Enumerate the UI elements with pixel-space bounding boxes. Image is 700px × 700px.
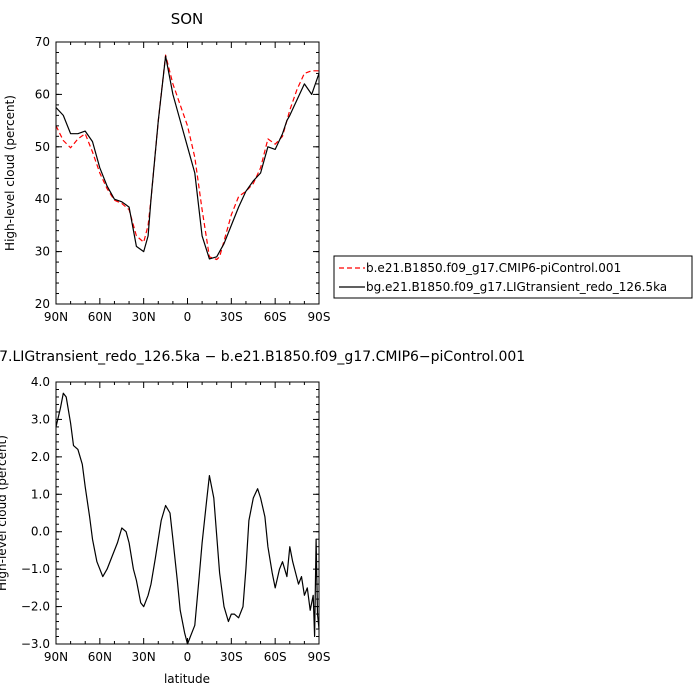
bottom-series-layer <box>55 392 320 645</box>
legend: b.e21.B1850.f09_g17.CMIP6-piControl.001 … <box>333 255 693 299</box>
bottom-x-tick-label: 0 <box>184 650 192 664</box>
top-x-tick-label: 30N <box>132 310 156 324</box>
bottom-x-tick-label: 60N <box>88 650 112 664</box>
top-chart-title: SON <box>171 10 204 28</box>
top-y-axis-label: High-level cloud (percent) <box>3 95 17 251</box>
top-plot-frame <box>55 41 320 305</box>
top-series-line-0 <box>55 54 319 261</box>
top-y-tick-label: 40 <box>35 192 50 206</box>
top-x-tick-label: 30S <box>220 310 243 324</box>
bottom-y-tick-label: 4.0 <box>31 375 50 389</box>
legend-box <box>333 255 693 299</box>
bottom-x-tick-label: 90N <box>44 650 68 664</box>
bottom-axes: 90N 60N 30N 0 30S 60S 90S −3.0 −2.0 −1.0 0.0 1.0 2.0… <box>21 375 331 664</box>
bottom-x-tick-label: 30S <box>220 650 243 664</box>
top-x-tick-label: 0 <box>184 310 192 324</box>
bottom-y-tick-label: −2.0 <box>21 600 50 614</box>
top-y-tick-label: 20 <box>35 297 50 311</box>
bottom-y-tick-label: 1.0 <box>31 487 50 501</box>
bottom-y-tick-label: 0.0 <box>31 525 50 539</box>
bottom-series-line-0 <box>55 392 320 645</box>
bottom-y-tick-label: −3.0 <box>21 637 50 651</box>
bottom-chart-title: bg.e21.B1850.f09_g17.LIGtransient_redo_1… <box>0 349 525 365</box>
bottom-panel: bg.e21.B1850.f09_g17.LIGtransient_redo_1… <box>0 349 525 686</box>
top-panel: SON 90N 60N 30N 0 30S 60S 90S 20 30 40 50 60 70 High… <box>3 10 330 324</box>
bottom-y-tick-label: 2.0 <box>31 450 50 464</box>
top-y-tick-label: 30 <box>35 245 50 259</box>
legend-label-piControl: b.e21.B1850.f09_g17.CMIP6-piControl.001 <box>366 261 621 275</box>
top-y-tick-label: 50 <box>35 140 50 154</box>
bottom-plot-frame <box>55 381 320 645</box>
bottom-x-tick-label: 30N <box>132 650 156 664</box>
bottom-x-axis-label: latitude <box>164 672 210 686</box>
top-x-tick-label: 60S <box>264 310 287 324</box>
top-x-tick-label: 90S <box>308 310 331 324</box>
top-series-layer <box>55 54 320 261</box>
top-y-tick-label: 60 <box>35 87 50 101</box>
bottom-y-tick-label: 3.0 <box>31 412 50 426</box>
bottom-x-tick-label: 60S <box>264 650 287 664</box>
bottom-y-tick-label: −1.0 <box>21 562 50 576</box>
top-y-tick-label: 70 <box>35 35 50 49</box>
bottom-y-axis-label: High-level cloud (percent) <box>0 435 9 591</box>
legend-label-LIGtransient: bg.e21.B1850.f09_g17.LIGtransient_redo_1… <box>366 280 667 294</box>
top-series-line-1 <box>55 55 320 260</box>
bottom-x-tick-label: 90S <box>308 650 331 664</box>
top-axes: 90N 60N 30N 0 30S 60S 90S 20 30 40 50 60 70 <box>35 35 331 324</box>
top-x-tick-label: 60N <box>88 310 112 324</box>
top-x-tick-label: 90N <box>44 310 68 324</box>
